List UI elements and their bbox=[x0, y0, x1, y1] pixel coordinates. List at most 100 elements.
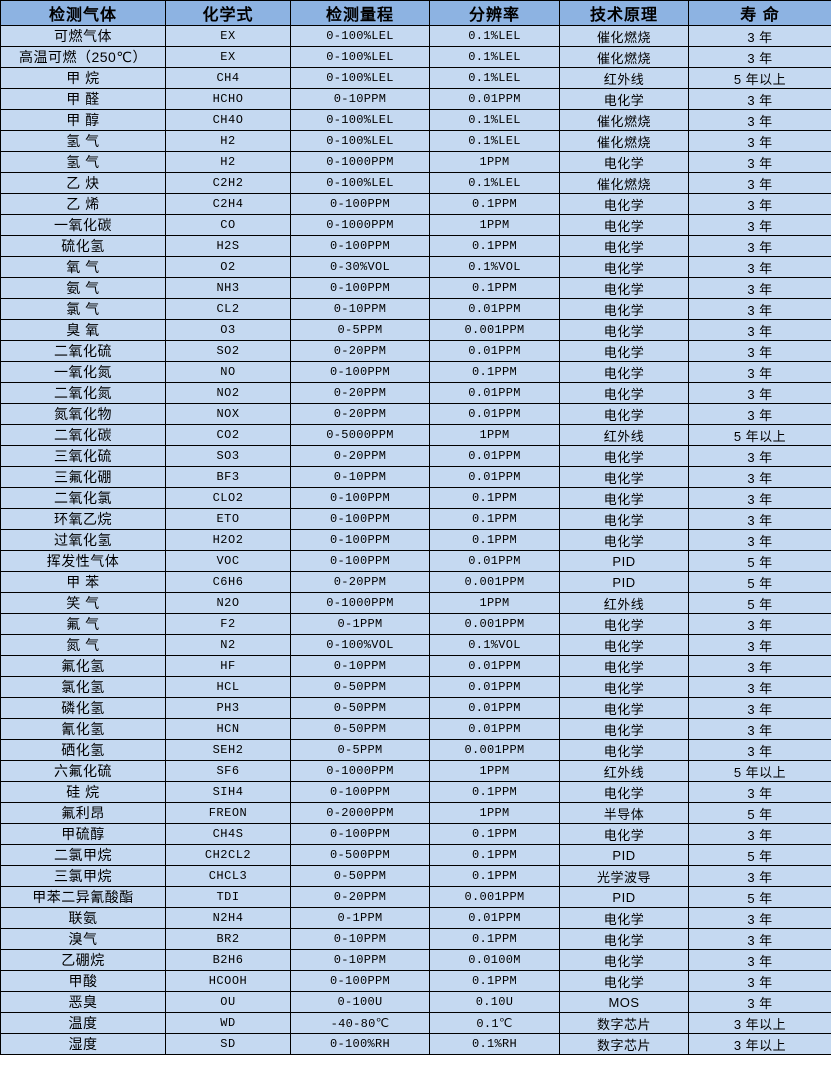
cell-technology-principle: 半导体 bbox=[559, 802, 689, 824]
header-row: 检测气体 化学式 检测量程 分辨率 技术原理 寿 命 bbox=[0, 0, 831, 26]
cell-detection-range: 0-50PPM bbox=[290, 718, 430, 740]
cell-lifespan: 3 年 bbox=[688, 991, 831, 1013]
cell-lifespan: 3 年 bbox=[688, 613, 831, 635]
cell-detection-range: 0-1000PPM bbox=[290, 151, 430, 173]
table-row: 甲 醇 CH4O 0-100%LEL 0.1%LEL 催化燃烧 3 年 bbox=[0, 109, 831, 131]
cell-gas-name: 恶臭 bbox=[0, 991, 166, 1013]
cell-lifespan: 3 年 bbox=[688, 445, 831, 467]
table-row: 臭 氧 O3 0-5PPM 0.001PPM 电化学 3 年 bbox=[0, 319, 831, 341]
cell-lifespan: 3 年 bbox=[688, 151, 831, 173]
table-row: 恶臭 OU 0-100U 0.10U MOS 3 年 bbox=[0, 991, 831, 1013]
cell-resolution: 0.1%LEL bbox=[429, 67, 560, 89]
cell-gas-name: 一氧化碳 bbox=[0, 214, 166, 236]
cell-detection-range: 0-1000PPM bbox=[290, 760, 430, 782]
cell-detection-range: 0-1000PPM bbox=[290, 214, 430, 236]
cell-technology-principle: 电化学 bbox=[559, 508, 689, 530]
cell-gas-name: 二氯甲烷 bbox=[0, 844, 166, 866]
cell-technology-principle: 电化学 bbox=[559, 949, 689, 971]
cell-detection-range: 0-1PPM bbox=[290, 613, 430, 635]
cell-chemical-formula: CO2 bbox=[165, 424, 291, 446]
table-row: 温度 WD -40-80℃ 0.1℃ 数字芯片 3 年以上 bbox=[0, 1012, 831, 1034]
cell-detection-range: 0-1000PPM bbox=[290, 592, 430, 614]
cell-gas-name: 二氧化碳 bbox=[0, 424, 166, 446]
cell-lifespan: 3 年 bbox=[688, 970, 831, 992]
cell-gas-name: 笑 气 bbox=[0, 592, 166, 614]
cell-chemical-formula: EX bbox=[165, 25, 291, 47]
table-row: 氟化氢 HF 0-10PPM 0.01PPM 电化学 3 年 bbox=[0, 655, 831, 677]
cell-chemical-formula: NH3 bbox=[165, 277, 291, 299]
cell-resolution: 0.0100M bbox=[429, 949, 560, 971]
cell-resolution: 0.1PPM bbox=[429, 823, 560, 845]
cell-chemical-formula: HCN bbox=[165, 718, 291, 740]
cell-detection-range: 0-100%LEL bbox=[290, 130, 430, 152]
cell-detection-range: 0-5PPM bbox=[290, 739, 430, 761]
cell-lifespan: 3 年 bbox=[688, 697, 831, 719]
table-row: 联氨 N2H4 0-1PPM 0.01PPM 电化学 3 年 bbox=[0, 907, 831, 929]
cell-technology-principle: 电化学 bbox=[559, 613, 689, 635]
table-row: 乙 烯 C2H4 0-100PPM 0.1PPM 电化学 3 年 bbox=[0, 193, 831, 215]
cell-technology-principle: 电化学 bbox=[559, 487, 689, 509]
cell-detection-range: 0-100%LEL bbox=[290, 25, 430, 47]
cell-resolution: 0.1PPM bbox=[429, 361, 560, 383]
cell-resolution: 1PPM bbox=[429, 424, 560, 446]
cell-gas-name: 三氟化硼 bbox=[0, 466, 166, 488]
cell-gas-name: 乙硼烷 bbox=[0, 949, 166, 971]
cell-detection-range: 0-10PPM bbox=[290, 655, 430, 677]
cell-chemical-formula: C2H2 bbox=[165, 172, 291, 194]
table-row: 氨 气 NH3 0-100PPM 0.1PPM 电化学 3 年 bbox=[0, 277, 831, 299]
cell-chemical-formula: HF bbox=[165, 655, 291, 677]
cell-resolution: 0.1%RH bbox=[429, 1033, 560, 1055]
cell-gas-name: 甲苯二异氰酸酯 bbox=[0, 886, 166, 908]
column-header-resolution: 分辨率 bbox=[429, 0, 560, 26]
cell-gas-name: 氟化氢 bbox=[0, 655, 166, 677]
cell-technology-principle: 电化学 bbox=[559, 697, 689, 719]
cell-detection-range: 0-50PPM bbox=[290, 865, 430, 887]
table-row: 甲 醛 HCHO 0-10PPM 0.01PPM 电化学 3 年 bbox=[0, 88, 831, 110]
cell-chemical-formula: CL2 bbox=[165, 298, 291, 320]
cell-resolution: 0.1%LEL bbox=[429, 25, 560, 47]
cell-lifespan: 3 年 bbox=[688, 487, 831, 509]
cell-lifespan: 3 年 bbox=[688, 361, 831, 383]
cell-resolution: 0.10U bbox=[429, 991, 560, 1013]
cell-detection-range: 0-100PPM bbox=[290, 823, 430, 845]
cell-gas-name: 湿度 bbox=[0, 1033, 166, 1055]
column-header-detection-range: 检测量程 bbox=[290, 0, 430, 26]
cell-detection-range: 0-100PPM bbox=[290, 487, 430, 509]
cell-lifespan: 3 年 bbox=[688, 319, 831, 341]
cell-chemical-formula: SO3 bbox=[165, 445, 291, 467]
table-row: 硒化氢 SEH2 0-5PPM 0.001PPM 电化学 3 年 bbox=[0, 739, 831, 761]
cell-detection-range: 0-100U bbox=[290, 991, 430, 1013]
table-row: 甲 烷 CH4 0-100%LEL 0.1%LEL 红外线 5 年以上 bbox=[0, 67, 831, 89]
cell-lifespan: 3 年 bbox=[688, 739, 831, 761]
table-row: 氧 气 O2 0-30%VOL 0.1%VOL 电化学 3 年 bbox=[0, 256, 831, 278]
cell-detection-range: 0-100PPM bbox=[290, 361, 430, 383]
cell-resolution: 0.01PPM bbox=[429, 466, 560, 488]
table-row: 高温可燃（250℃） EX 0-100%LEL 0.1%LEL 催化燃烧 3 年 bbox=[0, 46, 831, 68]
cell-detection-range: 0-100PPM bbox=[290, 970, 430, 992]
table-row: 二氧化氯 CLO2 0-100PPM 0.1PPM 电化学 3 年 bbox=[0, 487, 831, 509]
table-row: 三氧化硫 SO3 0-20PPM 0.01PPM 电化学 3 年 bbox=[0, 445, 831, 467]
cell-detection-range: 0-100%LEL bbox=[290, 46, 430, 68]
cell-resolution: 1PPM bbox=[429, 151, 560, 173]
cell-chemical-formula: H2 bbox=[165, 151, 291, 173]
cell-gas-name: 甲酸 bbox=[0, 970, 166, 992]
cell-detection-range: 0-20PPM bbox=[290, 382, 430, 404]
cell-chemical-formula: N2O bbox=[165, 592, 291, 614]
cell-chemical-formula: NOX bbox=[165, 403, 291, 425]
cell-technology-principle: 电化学 bbox=[559, 256, 689, 278]
cell-resolution: 0.1PPM bbox=[429, 781, 560, 803]
cell-resolution: 1PPM bbox=[429, 760, 560, 782]
cell-detection-range: 0-10PPM bbox=[290, 88, 430, 110]
cell-detection-range: 0-2000PPM bbox=[290, 802, 430, 824]
cell-resolution: 0.1PPM bbox=[429, 193, 560, 215]
cell-chemical-formula: O2 bbox=[165, 256, 291, 278]
cell-lifespan: 3 年 bbox=[688, 382, 831, 404]
cell-resolution: 0.001PPM bbox=[429, 571, 560, 593]
cell-gas-name: 一氧化氮 bbox=[0, 361, 166, 383]
cell-lifespan: 3 年 bbox=[688, 88, 831, 110]
column-header-gas-name: 检测气体 bbox=[0, 0, 166, 26]
cell-gas-name: 二氧化硫 bbox=[0, 340, 166, 362]
table-row: 氮 气 N2 0-100%VOL 0.1%VOL 电化学 3 年 bbox=[0, 634, 831, 656]
cell-chemical-formula: SF6 bbox=[165, 760, 291, 782]
cell-chemical-formula: CLO2 bbox=[165, 487, 291, 509]
